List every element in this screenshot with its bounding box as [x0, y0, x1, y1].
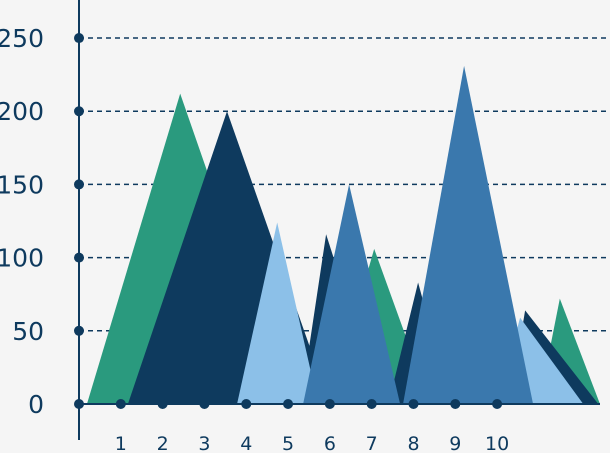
y-tick-dot: [74, 179, 84, 190]
x-tick-label: 2: [157, 433, 169, 453]
x-tick-dot: [283, 399, 294, 409]
y-tick-label: 100: [0, 244, 44, 273]
y-tick-dot: [74, 33, 84, 44]
y-tick-label: 150: [0, 170, 44, 199]
x-tick-label: 5: [282, 433, 294, 453]
y-tick-label: 200: [0, 97, 44, 126]
x-tick-dot: [366, 399, 377, 409]
x-tick-label: 8: [407, 433, 419, 453]
x-tick-dot: [408, 399, 419, 409]
x-tick-dot: [199, 399, 210, 409]
y-tick-dot: [74, 399, 84, 409]
x-tick-label: 1: [115, 433, 127, 453]
x-tick-label: 10: [485, 433, 509, 453]
x-tick-dot: [115, 399, 126, 409]
x-tick-label: 7: [366, 433, 378, 453]
y-tick-label: 250: [0, 24, 44, 53]
y-tick-dot: [74, 106, 84, 117]
y-tick-dot: [74, 252, 84, 263]
x-tick-dot: [324, 399, 335, 409]
x-tick-label: 4: [240, 433, 252, 453]
x-tick-label: 6: [324, 433, 336, 453]
x-tick-dot: [492, 399, 503, 409]
triangle: [237, 222, 319, 404]
x-tick-label: 3: [198, 433, 210, 453]
triangle: [303, 184, 401, 404]
x-tick-label: 9: [449, 433, 461, 453]
y-tick-label: 0: [28, 390, 44, 419]
y-tick-label: 50: [12, 317, 44, 346]
y-tick-dot: [74, 325, 84, 336]
x-tick-dot: [450, 399, 461, 409]
triangle: [403, 65, 534, 404]
x-tick-dot: [241, 399, 252, 409]
x-tick-dot: [157, 399, 168, 409]
